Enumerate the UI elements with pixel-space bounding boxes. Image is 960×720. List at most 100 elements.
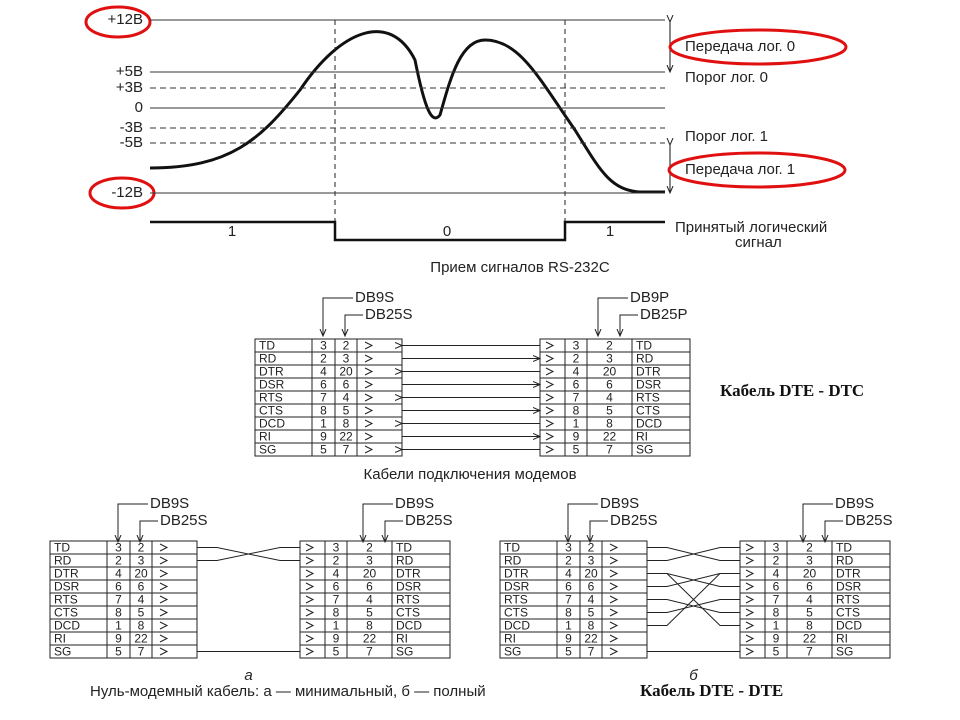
pin-arrow <box>364 354 374 363</box>
pin-cell: 2 <box>588 541 595 555</box>
caption: Кабели подключения модемов <box>363 466 576 483</box>
pin-cell: 1 <box>573 417 580 431</box>
pin-arrow <box>745 569 755 578</box>
highlight-ellipse <box>668 28 848 66</box>
pin-cell: 9 <box>320 430 327 444</box>
pin-cell: 7 <box>573 391 580 405</box>
pin-cell: DTR <box>504 567 529 581</box>
pin-cell: 6 <box>138 580 145 594</box>
pin-arrow <box>364 419 374 428</box>
pin-cell: DTR <box>396 567 421 581</box>
signal-label: сигнал <box>735 234 782 251</box>
level-label: -3В <box>120 119 143 136</box>
pin-cell: CTS <box>504 606 528 620</box>
connector-label: DB25S <box>610 512 658 529</box>
pin-cell: RTS <box>396 593 420 607</box>
pin-cell: CTS <box>396 606 420 620</box>
pin-arrow <box>745 595 755 604</box>
pin-cell: TD <box>54 541 70 555</box>
pin-cell: 2 <box>138 541 145 555</box>
pin-cell: 3 <box>138 554 145 568</box>
pin-cell: 22 <box>584 632 598 646</box>
pin-cell: RTS <box>504 593 528 607</box>
pin-cell: SG <box>259 443 276 457</box>
pin-cell: 1 <box>333 619 340 633</box>
pin-arrow <box>545 367 555 376</box>
pin-arrow <box>745 556 755 565</box>
pin-cell: 3 <box>333 541 340 555</box>
pin-cell: DSR <box>836 580 862 594</box>
pin-cell: 5 <box>333 645 340 659</box>
pin-cell: 8 <box>573 404 580 418</box>
pin-cell: DCD <box>504 619 530 633</box>
pin-cell: RI <box>259 430 271 444</box>
pin-cell: RI <box>836 632 848 646</box>
pin-arrow <box>364 380 374 389</box>
pin-arrow <box>609 595 619 604</box>
pin-cell: DSR <box>396 580 422 594</box>
threshold-label: Порог лог. 1 <box>685 128 768 145</box>
pin-cell: 5 <box>366 606 373 620</box>
pin-arrow <box>364 341 374 350</box>
pin-cell: CTS <box>636 404 660 418</box>
pin-cell: 8 <box>773 606 780 620</box>
connector-label: DB9S <box>150 495 189 512</box>
connector-label: DB25P <box>640 306 688 323</box>
pin-arrow <box>305 647 315 656</box>
pin-arrow <box>545 354 555 363</box>
pin-cell: 2 <box>565 554 572 568</box>
pin-arrow <box>609 608 619 617</box>
pin-cell: RTS <box>54 593 78 607</box>
pin-arrow <box>609 647 619 656</box>
pin-cell: 3 <box>573 339 580 353</box>
pin-arrow <box>609 621 619 630</box>
pin-cell: 2 <box>806 541 813 555</box>
pin-cell: TD <box>636 339 652 353</box>
pin-arrow <box>545 432 555 441</box>
pin-arrow <box>545 406 555 415</box>
pin-cell: 6 <box>115 580 122 594</box>
pin-cell: 7 <box>773 593 780 607</box>
pin-arrow <box>305 634 315 643</box>
variant-label: а <box>244 667 252 684</box>
note: Кабель DTE - DTE <box>640 681 783 700</box>
pin-cell: RD <box>396 554 414 568</box>
pin-arrow <box>745 647 755 656</box>
pin-cell: 8 <box>565 606 572 620</box>
wire <box>197 547 300 561</box>
pin-cell: CTS <box>54 606 78 620</box>
connector-table <box>49 540 198 659</box>
pin-cell: SG <box>504 645 521 659</box>
pin-arrow <box>305 556 315 565</box>
pin-cell: 6 <box>806 580 813 594</box>
pin-cell: 8 <box>343 417 350 431</box>
pin-cell: 3 <box>366 554 373 568</box>
pin-arrow <box>159 621 169 630</box>
pin-arrow <box>745 621 755 630</box>
connector-arrow <box>363 503 393 542</box>
pin-cell: 9 <box>573 430 580 444</box>
pin-cell: 4 <box>773 567 780 581</box>
pin-cell: 6 <box>343 378 350 392</box>
pin-cell: TD <box>259 339 275 353</box>
pin-cell: 5 <box>320 443 327 457</box>
pin-cell: 7 <box>333 593 340 607</box>
pin-cell: 3 <box>806 554 813 568</box>
pin-arrow <box>159 543 169 552</box>
pin-cell: RTS <box>836 593 860 607</box>
pin-cell: 7 <box>565 593 572 607</box>
pin-cell: TD <box>504 541 520 555</box>
connector-label: DB9P <box>630 289 669 306</box>
pin-arrow <box>364 393 374 402</box>
connector-arrow <box>590 520 608 542</box>
pin-cell: 6 <box>773 580 780 594</box>
pin-cell: 2 <box>366 541 373 555</box>
pin-cell: 7 <box>366 645 373 659</box>
pin-cell: SG <box>54 645 71 659</box>
connector-arrow <box>598 297 628 336</box>
pin-cell: SG <box>836 645 853 659</box>
pin-cell: 1 <box>565 619 572 633</box>
pin-cell: CTS <box>836 606 860 620</box>
pin-cell: 20 <box>339 365 353 379</box>
signal-curve <box>149 30 665 194</box>
